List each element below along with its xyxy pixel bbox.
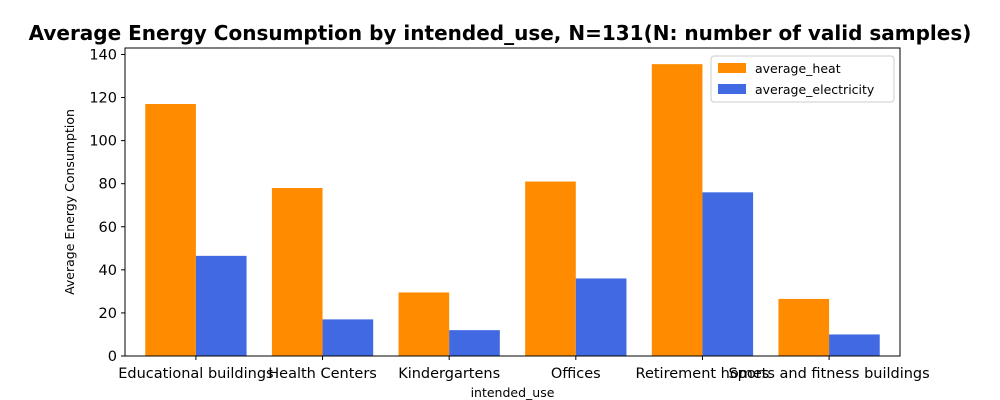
y-tick-label: 80: [99, 177, 117, 193]
x-tick-label: Kindergartens: [398, 366, 500, 382]
bar-average_electricity-0: [195, 255, 247, 356]
y-axis-label: Average Energy Consumption: [62, 109, 77, 295]
bar-average_heat-2: [398, 292, 450, 356]
y-tick-label: 100: [89, 134, 117, 150]
y-tick-label: 20: [99, 306, 117, 322]
y-tick-label: 60: [99, 220, 117, 236]
legend: average_heat average_electricity: [710, 55, 895, 103]
x-tick-label: Sports and fitness buildings: [728, 366, 929, 382]
x-tick-label: Retirement homes: [636, 366, 770, 382]
bar-average_heat-1: [271, 188, 323, 356]
y-tick-label: 0: [108, 349, 117, 365]
legend-swatch-average_heat: [718, 63, 746, 73]
y-tick-label: 120: [89, 91, 117, 107]
y-tick-label: 40: [99, 263, 117, 279]
legend-box: [710, 55, 895, 103]
bar-average_heat-4: [651, 64, 703, 357]
bar-average_heat-0: [145, 104, 196, 356]
axes-frame: [124, 47, 901, 357]
legend-label-average_heat: average_heat: [755, 61, 841, 76]
plot-area: 0 20 40 60 80 100 120 140 Educational buildingsH…: [89, 47, 929, 382]
bar-average_electricity-3: [575, 278, 627, 356]
x-tick-label: Educational buildings: [118, 366, 273, 382]
bar-average_heat-5: [778, 298, 830, 356]
chart-title: Average Energy Consumption by intended_u…: [29, 21, 972, 45]
x-tick-label: Offices: [551, 366, 601, 382]
bar-average_electricity-5: [829, 334, 880, 356]
bar-average_electricity-2: [449, 330, 500, 356]
bar-average_electricity-4: [702, 192, 754, 356]
legend-label-average_electricity: average_electricity: [755, 82, 875, 97]
legend-swatch-average_electricity: [718, 84, 746, 94]
x-tick-label: Health Centers: [268, 366, 377, 382]
bar-average_electricity-1: [322, 319, 374, 356]
bar-average_heat-3: [525, 181, 576, 356]
y-tick-label: 140: [89, 47, 117, 63]
x-axis-label: intended_use: [471, 385, 555, 400]
